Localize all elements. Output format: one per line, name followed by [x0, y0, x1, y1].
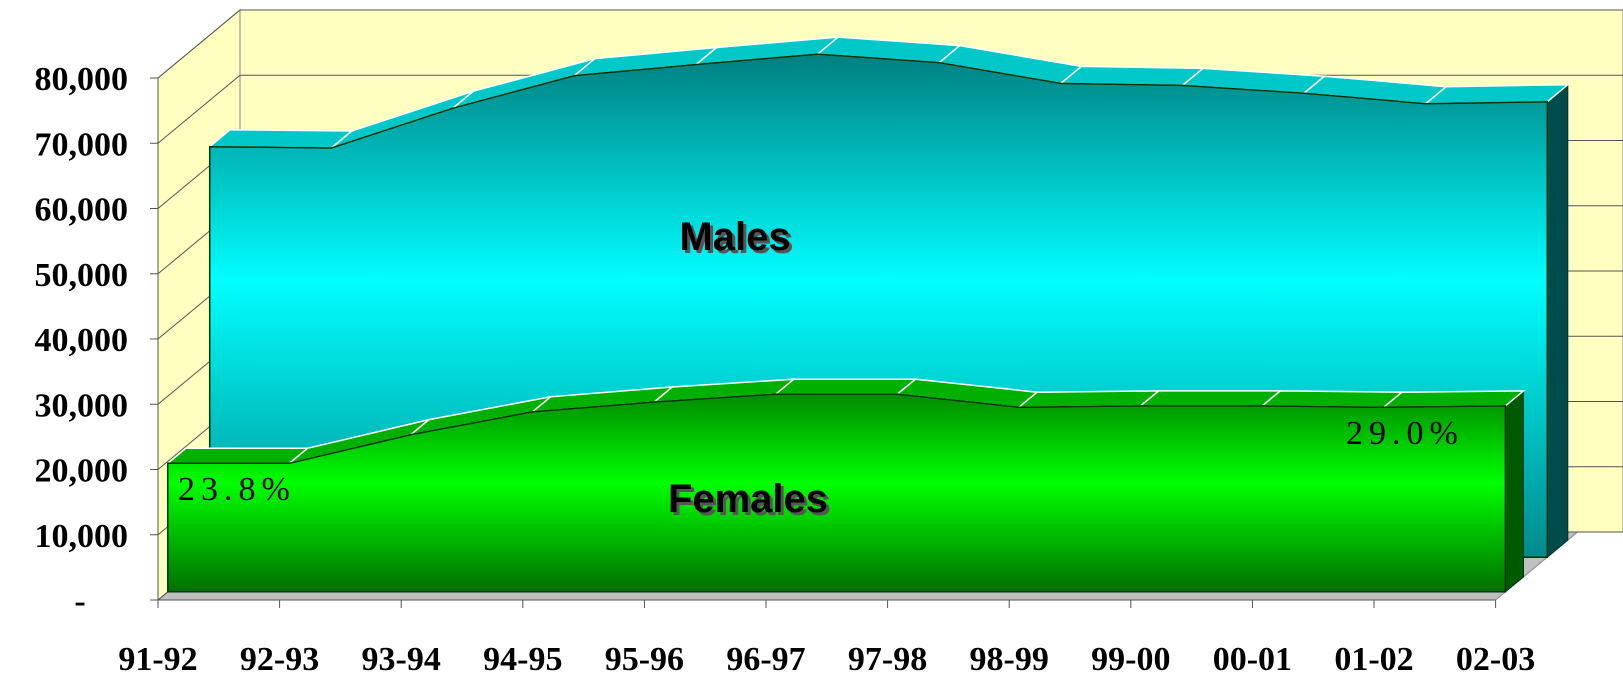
area-top — [1381, 390, 1526, 408]
area-top — [1138, 390, 1283, 407]
annotation: Males — [679, 215, 790, 259]
y-tick-label: 20,000 — [35, 453, 129, 490]
y-tick-label: 40,000 — [35, 322, 129, 359]
y-tick-label: 30,000 — [35, 387, 129, 424]
annotation: 23.8% — [178, 471, 296, 508]
area-top — [207, 128, 354, 149]
area-top — [1016, 390, 1161, 408]
x-tick-label: 96-97 — [726, 641, 805, 678]
y-tick-label: 50,000 — [35, 257, 129, 294]
x-tick-label: 00-01 — [1213, 641, 1292, 678]
y-tick-label: 10,000 — [35, 518, 129, 555]
area — [167, 393, 1507, 593]
x-tick-label: 97-98 — [848, 641, 927, 678]
x-tick-label: 92-93 — [240, 641, 319, 678]
x-tick-label: 99-00 — [1091, 641, 1170, 678]
x-tick-label: 02-03 — [1456, 641, 1535, 678]
x-tick-label: 01-02 — [1334, 641, 1413, 678]
y-tick-label: 80,000 — [35, 61, 129, 98]
y-tick-label: - — [74, 583, 85, 620]
annotation-shadow: Males — [682, 218, 793, 262]
y-tick-label: 60,000 — [35, 192, 129, 229]
x-tick-label: 94-95 — [483, 641, 562, 678]
grid-line — [157, 9, 1623, 79]
area-side — [1546, 83, 1569, 559]
area-top — [773, 378, 918, 395]
area-top — [1260, 390, 1404, 408]
y-tick-label: 70,000 — [35, 126, 129, 163]
x-tick-label: 95-96 — [605, 641, 684, 678]
annotation-shadow: Females — [671, 480, 831, 524]
x-tick-label: 93-94 — [362, 641, 441, 678]
x-tick-label: 91-92 — [118, 641, 197, 678]
area-top — [165, 447, 310, 465]
area-side — [1504, 389, 1524, 593]
annotation: Females — [668, 477, 828, 521]
area-top — [1423, 83, 1570, 105]
x-tick-label: 98-99 — [970, 641, 1049, 678]
area-top — [1058, 65, 1206, 87]
annotation: 29.0% — [1346, 415, 1464, 452]
